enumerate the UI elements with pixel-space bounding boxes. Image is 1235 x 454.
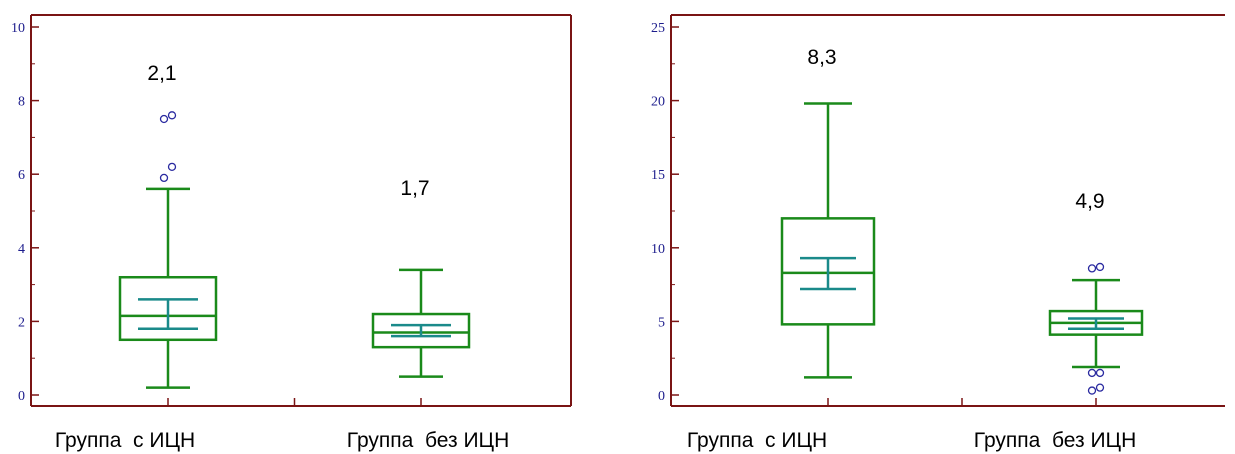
box-1: 2,1 [118, 62, 218, 389]
outlier-point [1087, 386, 1097, 395]
y-tick-label: 0 [658, 389, 665, 404]
box-2: 4,9 [1048, 190, 1144, 395]
y-tick-label: 4 [18, 242, 25, 257]
y-tick-label: 10 [11, 21, 25, 36]
median-value-label: 4,9 [1075, 190, 1104, 213]
x-category-label: Группа с ИЦН [687, 429, 827, 452]
y-tick-label: 2 [18, 315, 25, 330]
outlier-point [159, 114, 169, 124]
outlier-point [1095, 368, 1105, 378]
y-tick-label: 5 [658, 315, 665, 330]
chart-panel-1: 0 2 4 6 8 10 2,1 1,7 Группа с ИЦН Группа без ИЦН [11, 14, 572, 452]
y-tick-label: 8 [18, 95, 25, 110]
outlier-point [159, 173, 169, 183]
outlier-point [1095, 383, 1105, 392]
y-tick-label: 25 [651, 21, 665, 36]
y-tick-label: 0 [18, 389, 25, 404]
box-1: 8,3 [780, 46, 876, 379]
x-category-label: Группа с ИЦН [55, 429, 195, 452]
iqr-box [118, 275, 218, 342]
y-tick-label: 20 [651, 95, 665, 110]
y-tick-label: 15 [651, 168, 665, 183]
iqr-box [780, 217, 876, 326]
outlier-point [1095, 262, 1105, 272]
iqr-box [371, 312, 471, 349]
median-value-label: 8,3 [807, 46, 836, 69]
outlier-point [1087, 368, 1097, 378]
x-category-label: Группа без ИЦН [974, 429, 1137, 452]
y-tick-label: 6 [18, 168, 25, 183]
chart-panel-2: 0 5 10 15 20 25 8,3 4,9 Группа с ИЦН Группа без И… [651, 14, 1225, 452]
box-2: 1,7 [371, 177, 471, 378]
outlier-point [167, 162, 177, 171]
outlier-point [167, 111, 177, 120]
x-category-label: Группа без ИЦН [347, 429, 510, 452]
outlier-point [1087, 264, 1097, 273]
median-value-label: 1,7 [400, 177, 429, 200]
y-tick-label: 10 [651, 242, 665, 257]
median-value-label: 2,1 [147, 62, 176, 85]
